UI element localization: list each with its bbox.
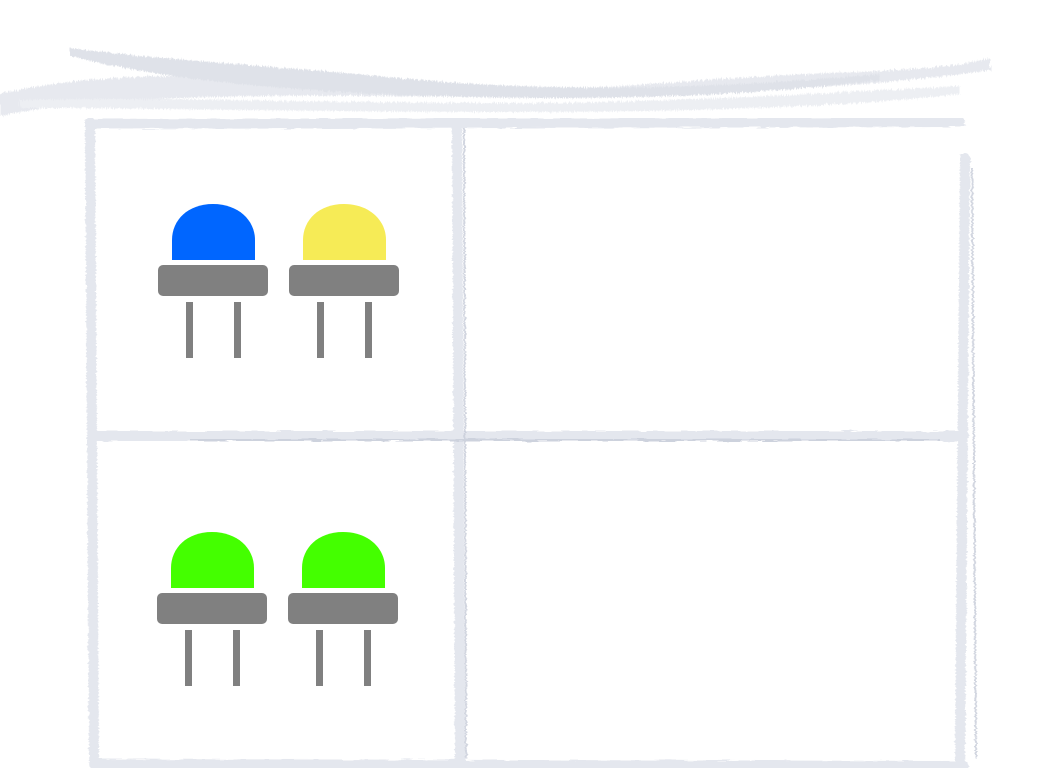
led-green-base xyxy=(288,593,398,624)
led-green-dome xyxy=(171,532,254,588)
empty-slot[interactable] xyxy=(467,128,947,428)
led-blue-dome xyxy=(172,204,255,260)
game-board xyxy=(80,118,980,768)
led-green-leg-left xyxy=(185,630,192,686)
led-blue-base xyxy=(158,265,268,296)
board-frame xyxy=(85,118,977,768)
board-cell-bottom-right[interactable] xyxy=(467,446,947,761)
led-yellow-base xyxy=(289,265,399,296)
led-green[interactable] xyxy=(288,532,400,692)
led-yellow-leg-left xyxy=(317,302,324,358)
led-blue-leg-left xyxy=(186,302,193,358)
led-green-dome xyxy=(302,532,385,588)
board-cell-top-right[interactable] xyxy=(467,128,947,428)
brush-stroke-banner xyxy=(0,48,990,116)
board-cell-bottom-left[interactable] xyxy=(102,446,447,761)
led-blue-leg-right xyxy=(234,302,241,358)
led-green-leg-right xyxy=(233,630,240,686)
led-green-leg-left xyxy=(316,630,323,686)
led-blue[interactable] xyxy=(158,204,270,364)
empty-slot[interactable] xyxy=(467,446,947,761)
led-yellow[interactable] xyxy=(289,204,401,364)
led-green-leg-right xyxy=(364,630,371,686)
led-yellow-leg-right xyxy=(365,302,372,358)
led-green-base xyxy=(157,593,267,624)
led-green[interactable] xyxy=(157,532,269,692)
board-cell-top-left[interactable] xyxy=(102,128,447,428)
led-yellow-dome xyxy=(303,204,386,260)
